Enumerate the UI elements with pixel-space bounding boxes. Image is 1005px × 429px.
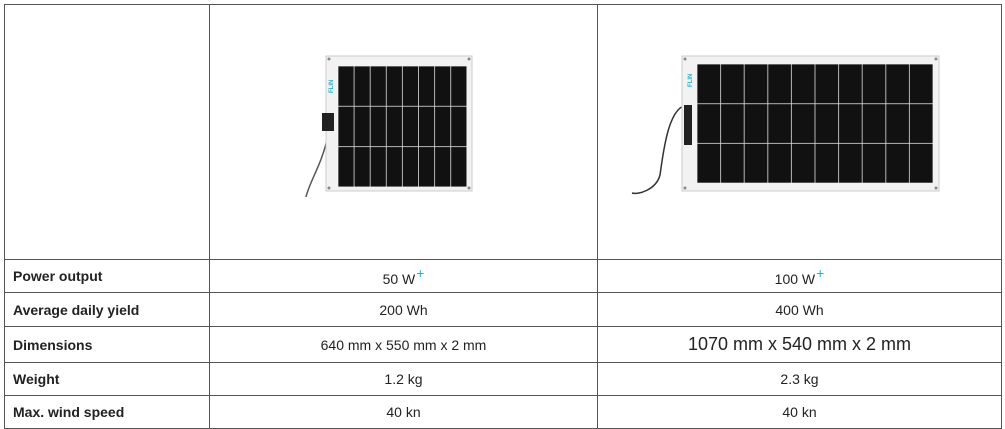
value: 100 W [774, 271, 816, 287]
row-label: Max. wind speed [4, 395, 210, 429]
row-label: Average daily yield [4, 292, 210, 327]
table-row: Dimensions 640 mm x 550 mm x 2 mm 1070 mm … [4, 326, 1002, 363]
image-cell: FLIN [209, 4, 598, 260]
table-row: Max. wind speed 40 kn 40 kn [4, 395, 1002, 429]
value: 2.3 kg [780, 371, 819, 387]
empty-cell [4, 4, 210, 260]
value-cell: 40 kn [597, 395, 1002, 429]
row-label: Power output [4, 259, 210, 293]
value-cell: 1.2 kg [209, 362, 598, 396]
value-cell: 1070 mm x 540 mm x 2 mm [597, 326, 1002, 363]
row-label: Dimensions [4, 326, 210, 363]
table-row: Weight 1.2 kg 2.3 kg [4, 362, 1002, 396]
logo: FLIN [688, 74, 694, 87]
value-cell: 50 W+ [209, 259, 598, 293]
table-row: Average daily yield 200 Wh 400 Wh [4, 292, 1002, 327]
value-cell: 100 W+ [597, 259, 1002, 293]
value: 40 kn [386, 404, 421, 420]
value-cell: 400 Wh [597, 292, 1002, 327]
value: 400 Wh [775, 301, 824, 318]
solar-panel-image: FLIN [631, 55, 940, 195]
value-cell: 640 mm x 550 mm x 2 mm [209, 326, 598, 363]
footnote-mark: + [816, 265, 825, 281]
footnote-mark: + [416, 265, 425, 281]
table-row: Power output 50 W+ 100 W+ [4, 259, 1002, 293]
comparison-table: FLIN FLIN Power output 50 W+ 100 W+ Average… [4, 4, 1002, 429]
image-row: FLIN FLIN [4, 4, 1002, 260]
value: 200 Wh [379, 301, 428, 318]
value-cell: 2.3 kg [597, 362, 1002, 396]
value: 40 kn [782, 404, 817, 420]
value: 50 W [382, 271, 416, 287]
solar-panel-image: FLIN [305, 55, 473, 198]
value-cell: 40 kn [209, 395, 598, 429]
logo: FLIN [329, 80, 335, 93]
value: 1070 mm x 540 mm x 2 mm [687, 334, 912, 354]
value-cell: 200 Wh [209, 292, 598, 327]
value: 1.2 kg [384, 371, 423, 387]
image-cell: FLIN [597, 4, 1002, 260]
row-label: Weight [4, 362, 210, 396]
value: 640 mm x 550 mm x 2 mm [320, 336, 487, 353]
